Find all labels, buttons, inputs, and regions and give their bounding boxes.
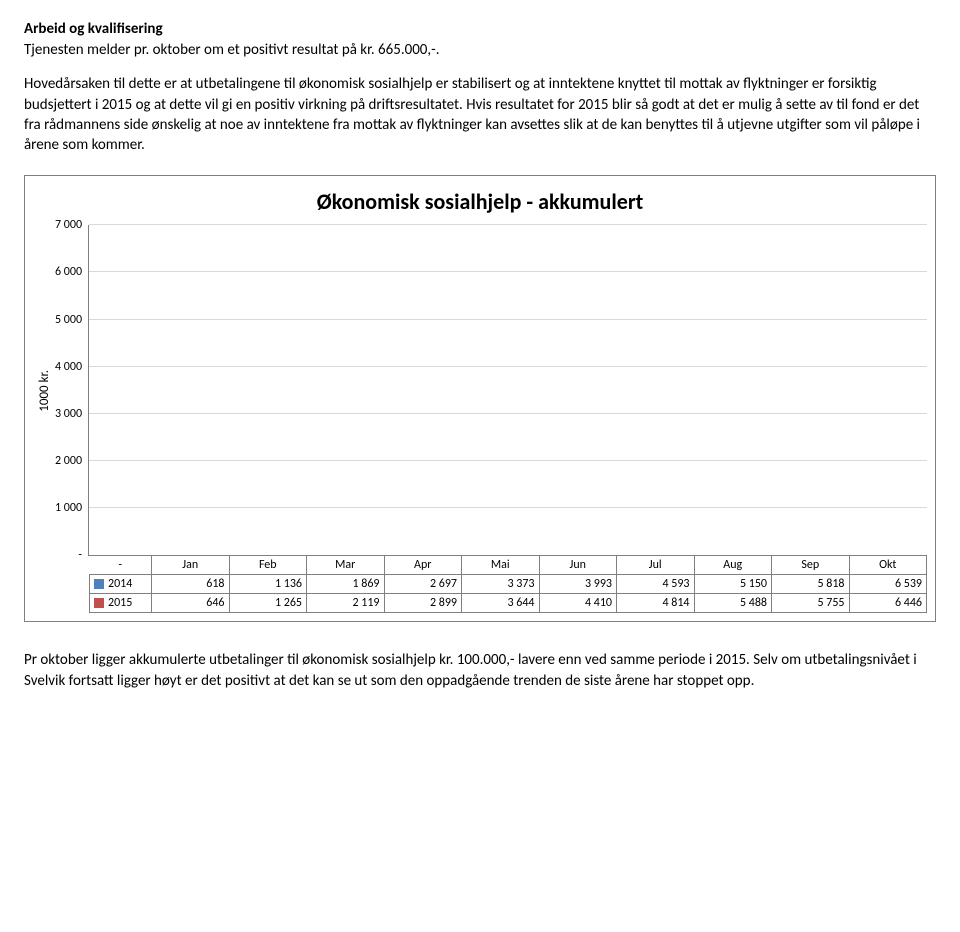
data-cell: 3 644 [462,594,540,613]
series-name: 2014 [108,577,132,591]
y-axis-ticks: 7 0006 0005 0004 0003 0002 0001 000 - [55,225,88,555]
table-left-pad [33,556,89,613]
data-cell: 6 539 [849,575,927,594]
data-cell: 5 755 [772,594,850,613]
data-table-wrap: -JanFebMarAprMaiJunJulAugSepOkt20146181 … [33,556,927,613]
table-corner: - [90,556,152,575]
x-axis-label: Jul [617,556,695,575]
series-label: 2015 [90,594,152,613]
x-axis-label: Sep [772,556,850,575]
data-cell: 5 818 [772,575,850,594]
chart-body: 1000 kr. 7 0006 0005 0004 0003 0002 0001… [33,225,927,556]
data-cell: 1 136 [229,575,307,594]
data-cell: 618 [152,575,230,594]
legend-swatch [94,598,104,608]
paragraph-2: Hovedårsaken til dette er at utbetalinge… [24,74,936,155]
data-cell: 646 [152,594,230,613]
paragraph-3: Pr oktober ligger akkumulerte utbetaling… [24,650,936,691]
data-cell: 5 488 [694,594,772,613]
plot-area [88,225,927,556]
data-table: -JanFebMarAprMaiJunJulAugSepOkt20146181 … [89,556,927,613]
legend-swatch [94,579,104,589]
data-cell: 3 993 [539,575,617,594]
data-cell: 3 373 [462,575,540,594]
chart-container: Økonomisk sosialhjelp - akkumulert 1000 … [24,175,936,622]
x-axis-label: Apr [384,556,462,575]
x-axis-label: Mar [307,556,385,575]
gridline [89,366,927,367]
data-cell: 6 446 [849,594,927,613]
section-heading: Arbeid og kvalifisering [24,20,936,38]
gridline [89,319,927,320]
gridline [89,271,927,272]
chart-title: Økonomisk sosialhjelp - akkumulert [33,188,927,215]
x-axis-label: Okt [849,556,927,575]
x-axis-label: Aug [694,556,772,575]
data-cell: 1 265 [229,594,307,613]
data-cell: 5 150 [694,575,772,594]
data-cell: 2 697 [384,575,462,594]
gridline [89,413,927,414]
data-cell: 4 410 [539,594,617,613]
paragraph-1: Tjenesten melder pr. oktober om et posit… [24,40,936,60]
x-axis-label: Mai [462,556,540,575]
data-cell: 1 869 [307,575,385,594]
data-cell: 2 899 [384,594,462,613]
series-name: 2015 [108,596,132,610]
x-axis-label: Jun [539,556,617,575]
data-cell: 4 814 [617,594,695,613]
x-axis-label: Feb [229,556,307,575]
gridlines [89,225,927,555]
gridline [89,460,927,461]
data-cell: 4 593 [617,575,695,594]
y-axis-label: 1000 kr. [37,370,52,412]
y-axis-label-container: 1000 kr. [33,225,55,556]
series-label: 2014 [90,575,152,594]
data-cell: 2 119 [307,594,385,613]
gridline [89,224,927,225]
x-axis-label: Jan [152,556,230,575]
gridline [89,507,927,508]
